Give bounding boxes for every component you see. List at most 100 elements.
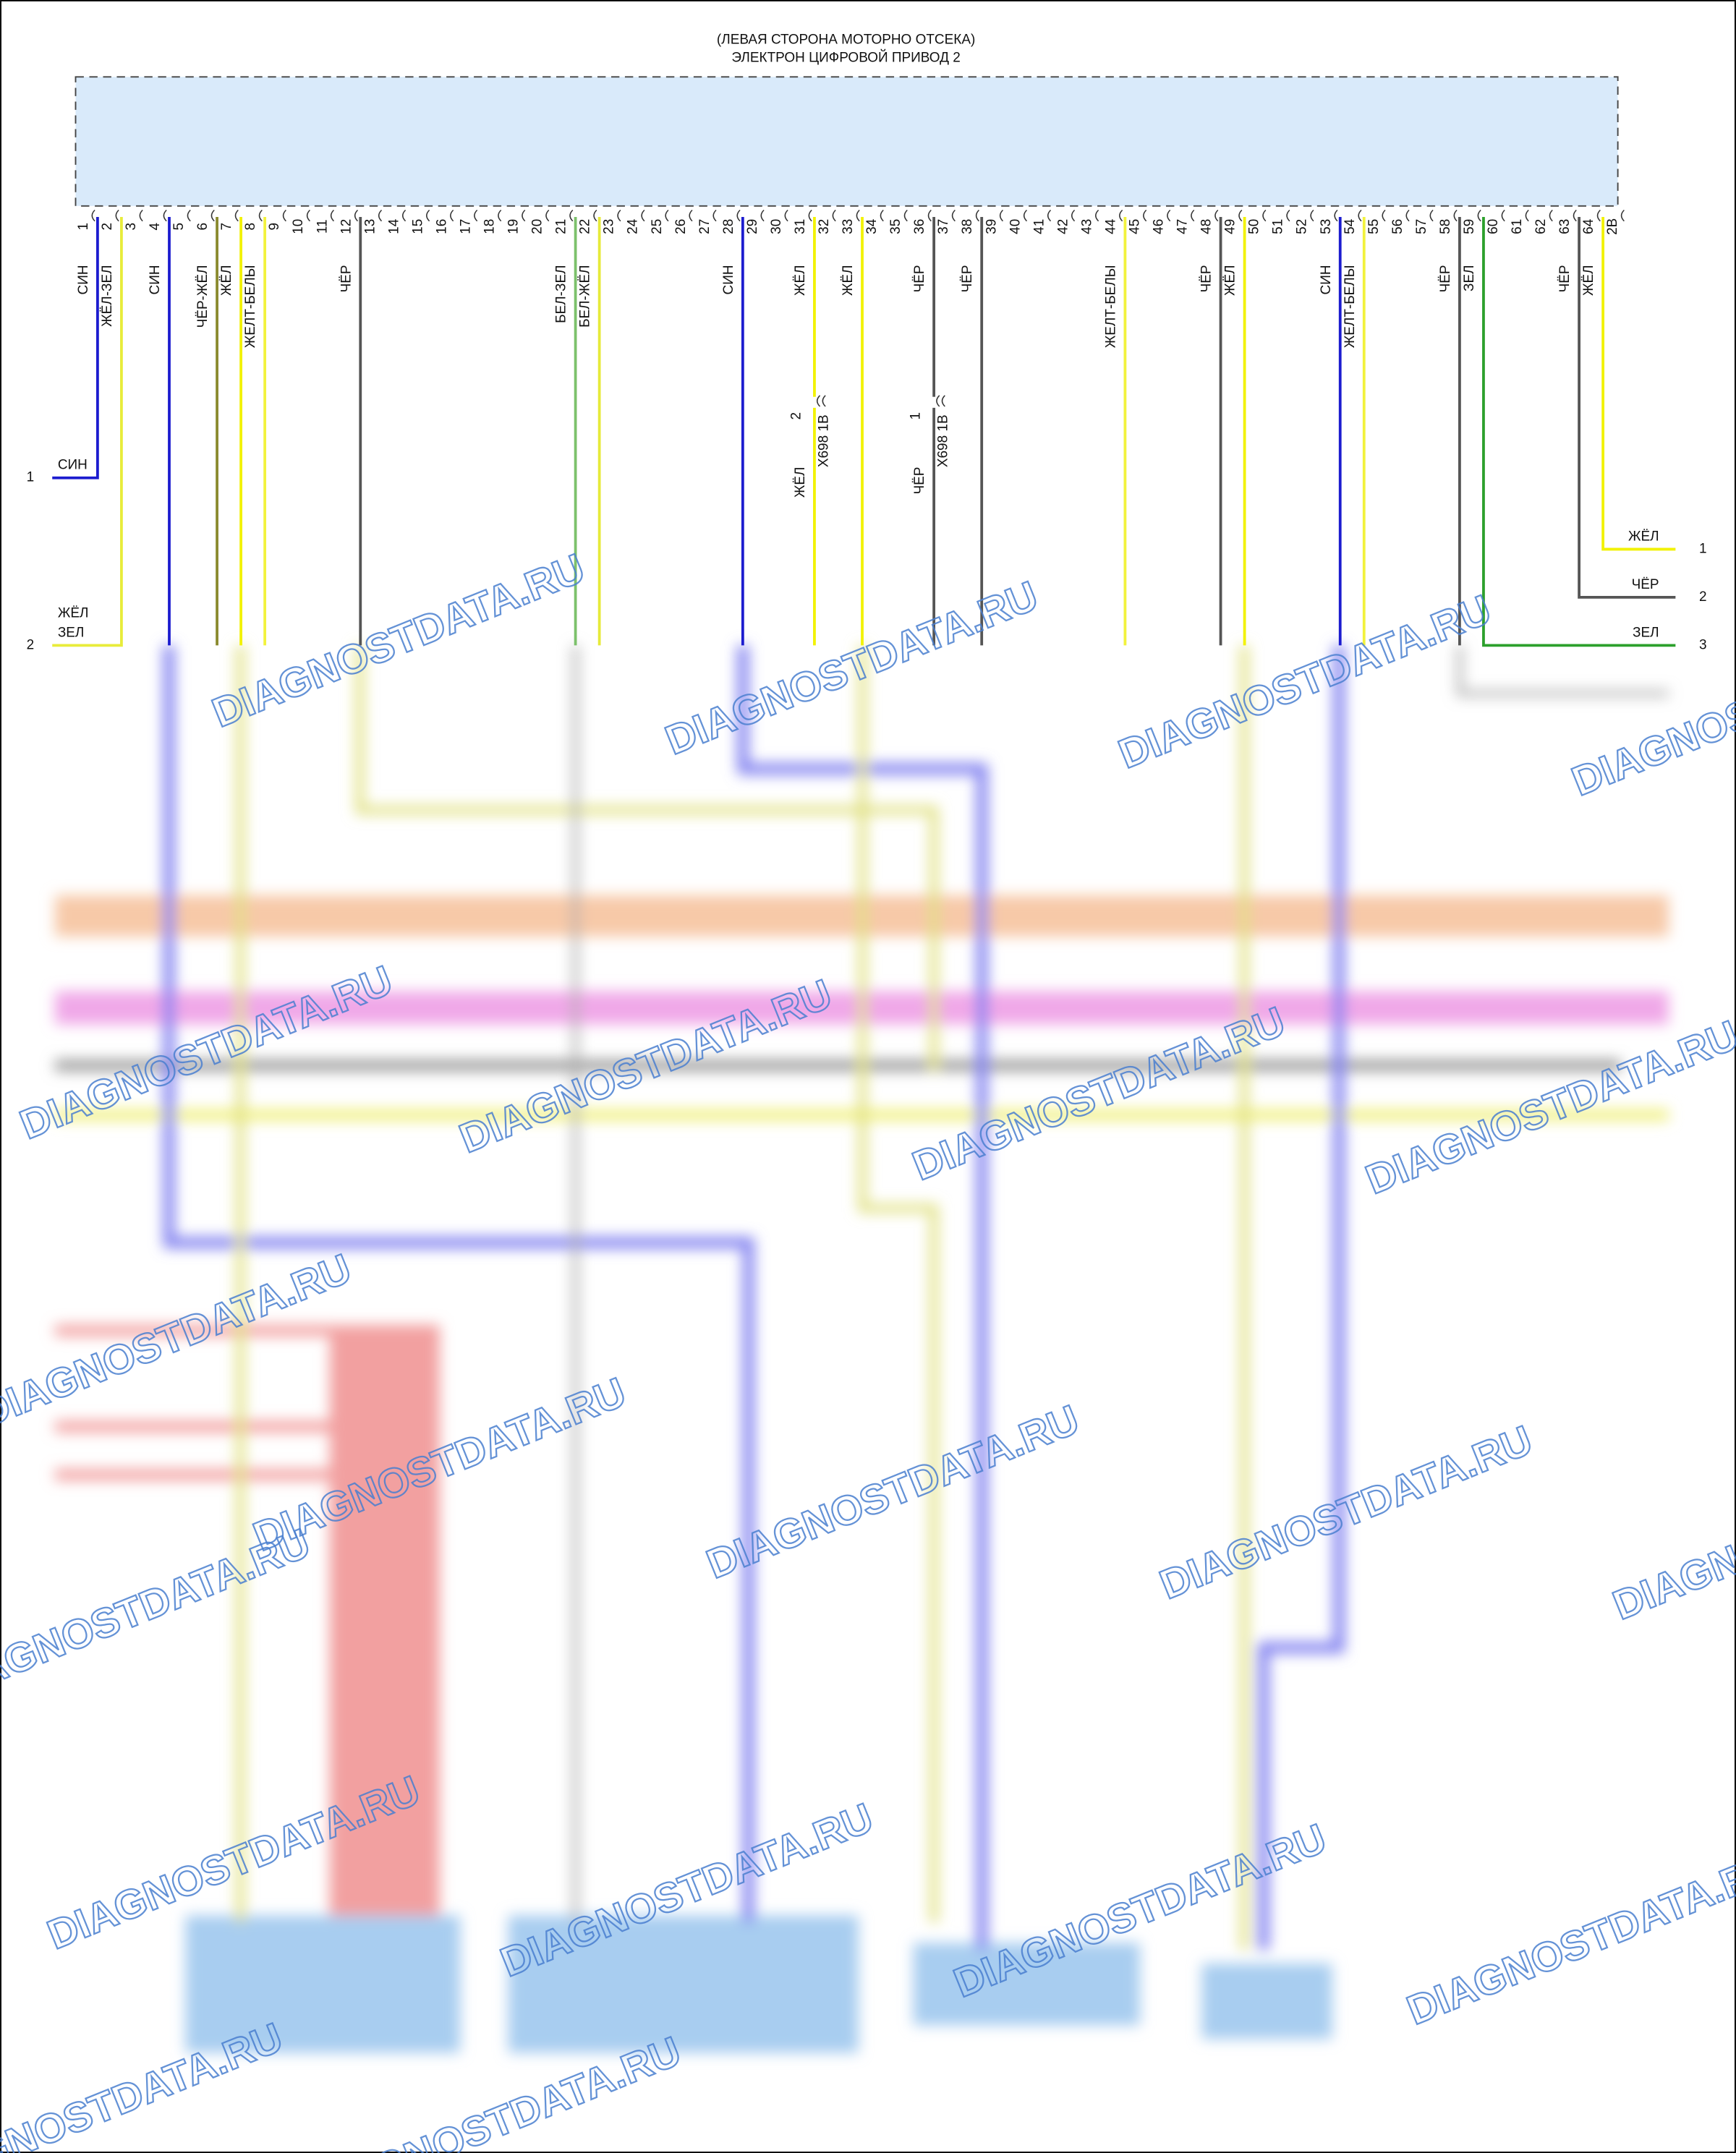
pin-label: 41 bbox=[1031, 219, 1047, 234]
wire bbox=[52, 216, 99, 479]
pin-socket bbox=[450, 209, 454, 222]
pin-label: 5 bbox=[171, 223, 187, 231]
connector-body bbox=[75, 76, 1619, 207]
pin-socket bbox=[1286, 209, 1290, 222]
pin-label: 54 bbox=[1343, 219, 1358, 234]
pin-label: 24 bbox=[626, 219, 641, 234]
pin-label: 45 bbox=[1127, 219, 1142, 234]
wire-label: ЧЁР-ЖЁЛ bbox=[195, 265, 210, 328]
pin-label: 50 bbox=[1247, 219, 1262, 234]
pin-socket bbox=[258, 209, 263, 222]
pin-socket bbox=[1620, 209, 1625, 222]
pin-label: 39 bbox=[984, 219, 999, 234]
pin-label: 1 bbox=[76, 223, 91, 231]
wire-label: ЖЁЛ bbox=[1223, 265, 1238, 296]
pin-label: 35 bbox=[888, 219, 903, 234]
pin-socket bbox=[641, 209, 645, 222]
pin-socket bbox=[832, 209, 836, 222]
pin-label: 11 bbox=[315, 219, 330, 234]
pin-socket bbox=[210, 209, 215, 222]
wire-label: ЧЁР bbox=[339, 265, 354, 292]
pin-socket bbox=[1501, 209, 1505, 222]
pin-socket bbox=[522, 209, 526, 222]
pin-label: 2В bbox=[1605, 218, 1620, 235]
pin-socket bbox=[163, 209, 167, 222]
pin-label: 55 bbox=[1366, 219, 1382, 234]
pin-label: 7 bbox=[219, 223, 234, 231]
pin-socket bbox=[1549, 209, 1553, 222]
pin-label: 33 bbox=[841, 219, 856, 234]
pin-label: 53 bbox=[1319, 219, 1334, 234]
pin-label: 62 bbox=[1533, 219, 1549, 234]
pin-socket bbox=[91, 209, 95, 222]
wire-label: ЖЁЛ-ЗЕЛ bbox=[100, 265, 115, 327]
pin-label: 37 bbox=[936, 219, 951, 234]
pin-socket bbox=[856, 209, 860, 222]
wire-label: СИН bbox=[76, 265, 91, 294]
pin-socket bbox=[760, 209, 765, 222]
pin-socket bbox=[1119, 209, 1123, 222]
pin-label: 27 bbox=[697, 219, 712, 234]
wire-label: СИН bbox=[148, 265, 163, 294]
pin-socket bbox=[1405, 209, 1410, 222]
pin-label: 28 bbox=[721, 219, 736, 234]
pin-label: 16 bbox=[434, 219, 449, 234]
pin-label: 18 bbox=[482, 219, 498, 234]
pin-socket bbox=[234, 209, 239, 222]
wire-lower-label: ЧЁР bbox=[912, 467, 927, 495]
connector-name: X698 1В bbox=[816, 414, 831, 467]
pin-socket bbox=[689, 209, 693, 222]
wire-label: БЕЛ-ЗЕЛ bbox=[554, 265, 569, 323]
pin-label: 38 bbox=[960, 219, 975, 234]
pin-label: 20 bbox=[530, 219, 545, 234]
pin-socket bbox=[999, 209, 1003, 222]
pin-socket bbox=[927, 209, 932, 222]
pin-label: 2 bbox=[100, 223, 115, 231]
pin-label: 42 bbox=[1055, 219, 1071, 234]
pin-socket bbox=[378, 209, 383, 222]
pin-socket bbox=[1573, 209, 1577, 222]
terminal-label: ЧЁР bbox=[1632, 577, 1659, 592]
connector-pin: 1 bbox=[908, 412, 923, 420]
pin-label: 52 bbox=[1295, 219, 1310, 234]
pin-socket bbox=[1262, 209, 1267, 222]
pin-label: 15 bbox=[410, 219, 425, 234]
pin-label: 30 bbox=[769, 219, 784, 234]
terminal-number: 2 bbox=[1699, 589, 1707, 605]
pin-socket bbox=[808, 209, 812, 222]
pin-socket bbox=[187, 209, 191, 222]
pin-label: 8 bbox=[243, 223, 258, 231]
pin-socket bbox=[1334, 209, 1338, 222]
pin-socket bbox=[736, 209, 741, 222]
wire-label: ЖЁЛ bbox=[219, 265, 234, 296]
terminal-number: 1 bbox=[1699, 541, 1707, 556]
pin-label: 47 bbox=[1175, 219, 1191, 234]
pin-label: 22 bbox=[578, 219, 593, 234]
wire-label: ЗЕЛ bbox=[1462, 265, 1477, 291]
pin-label: 48 bbox=[1199, 219, 1214, 234]
pin-label: 32 bbox=[817, 219, 832, 234]
connector-gap bbox=[810, 396, 819, 408]
pin-socket bbox=[784, 209, 788, 222]
pin-label: 36 bbox=[912, 219, 927, 234]
pin-label: 64 bbox=[1581, 219, 1596, 234]
blurred-area bbox=[55, 645, 1669, 2053]
pin-label: 29 bbox=[745, 219, 760, 234]
pin-label: 60 bbox=[1486, 219, 1501, 234]
pin-socket bbox=[545, 209, 550, 222]
terminal-label: СИН bbox=[58, 458, 88, 473]
pin-socket bbox=[1429, 209, 1434, 222]
pin-label: 25 bbox=[650, 219, 665, 234]
header-line1: (ЛЕВАЯ СТОРОНА МОТОРНО ОТСЕКА) bbox=[717, 33, 975, 48]
pin-label: 56 bbox=[1390, 219, 1405, 234]
pin-label: 43 bbox=[1079, 219, 1094, 234]
pin-socket bbox=[569, 209, 574, 222]
pin-label: 9 bbox=[267, 223, 282, 231]
wire-label: СИН bbox=[1319, 265, 1334, 294]
pin-socket bbox=[306, 209, 310, 222]
connector-name: X698 1В bbox=[935, 414, 950, 467]
pin-label: 3 bbox=[124, 223, 139, 231]
